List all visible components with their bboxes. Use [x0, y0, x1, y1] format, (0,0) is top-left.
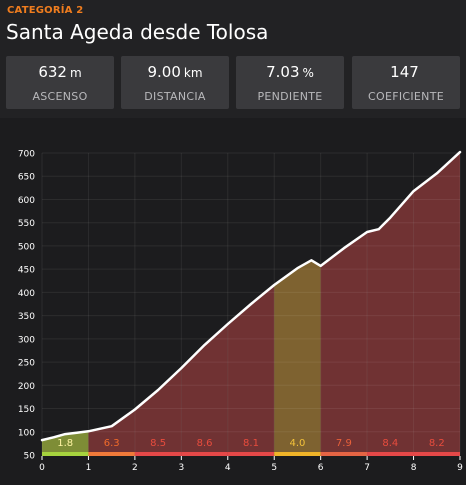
gradient-label: 8.2: [429, 438, 445, 449]
y-tick-label: 650: [18, 173, 35, 183]
y-tick-label: 250: [18, 359, 35, 369]
x-tick-label: 2: [132, 463, 138, 473]
stat-value: 9.00: [147, 63, 181, 81]
gradient-bar: [367, 452, 414, 456]
x-tick-label: 1: [86, 463, 92, 473]
segment-fill: [367, 191, 414, 455]
y-axis-ticks: 50 100 150 200 250 300 350 400 450 500 550 600 650 70…: [18, 150, 35, 462]
y-tick-label: 200: [18, 382, 35, 392]
elevation-profile-chart: 1.8 6.3 8.5 8.6 8.1 4.0 7.9 8.4 8.2 501001502002…: [18, 150, 463, 474]
segment-fill: [227, 285, 275, 455]
y-tick-label: 150: [18, 405, 35, 415]
gradient-bar: [320, 452, 368, 456]
x-axis-ticks: 0 1 2 3 4 5 6 7 8 9: [39, 456, 463, 473]
gradient-label: 4.0: [289, 438, 305, 449]
stats-row: 632 m ASCENSO 9.00 km DISTANCIA 7.03% PEND…: [6, 56, 460, 109]
gradient-bar: [274, 452, 321, 456]
climb-header: CATEGORÍA 2 Santa Ageda desde Tolosa 632…: [0, 0, 466, 118]
stat-value: 147: [390, 63, 419, 81]
segment-fill: [88, 409, 135, 455]
chart-grid: [41, 152, 461, 456]
stat-card-distance: 9.00 km DISTANCIA: [121, 56, 229, 109]
profile-line-group: [40, 150, 462, 442]
segment-fill: [134, 368, 182, 455]
x-tick-label: 5: [271, 463, 277, 473]
x-tick-label: 7: [364, 463, 370, 473]
y-tick-label: 500: [18, 242, 35, 252]
x-tick-label: 8: [411, 463, 417, 473]
y-tick-label: 550: [18, 219, 35, 229]
x-tick-label: 6: [318, 463, 324, 473]
segment-fill: [42, 431, 89, 455]
gradient-label: 8.4: [382, 438, 398, 449]
stat-value: 632: [38, 63, 67, 81]
gradient-bar: [413, 452, 460, 456]
stat-label: COEFICIENTE: [368, 90, 444, 103]
gradient-label: 8.5: [150, 438, 166, 449]
stat-card-coefficient: 147 COEFICIENTE: [352, 56, 460, 109]
gradient-label: 8.6: [197, 438, 213, 449]
stat-label: PENDIENTE: [257, 90, 323, 103]
stat-unit: km: [183, 66, 203, 80]
y-tick-label: 100: [18, 428, 35, 438]
stat-unit: %: [302, 66, 314, 80]
gradient-bar: [134, 452, 182, 456]
gradient-label: 6.3: [104, 438, 120, 449]
stat-label: ASCENSO: [32, 90, 88, 103]
gradient-bar: [181, 452, 228, 456]
y-tick-label: 700: [18, 150, 35, 160]
y-tick-label: 50: [24, 452, 36, 462]
y-tick-label: 450: [18, 266, 35, 276]
stat-card-ascent: 632 m ASCENSO: [6, 56, 114, 109]
profile-line: [40, 150, 462, 442]
y-tick-label: 400: [18, 289, 35, 299]
gradient-bar: [42, 452, 89, 456]
segment-fill: [413, 152, 460, 455]
category-label: CATEGORÍA 2: [7, 5, 84, 16]
gradient-bar: [227, 452, 275, 456]
x-tick-label: 4: [225, 463, 231, 473]
gradient-labels: 1.8 6.3 8.5 8.6 8.1 4.0 7.9 8.4 8.2: [57, 438, 444, 449]
x-tick-label: 3: [178, 463, 184, 473]
segment-fill: [274, 260, 321, 455]
stat-unit: m: [69, 66, 82, 80]
x-tick-label: 0: [39, 463, 45, 473]
y-tick-label: 350: [18, 312, 35, 322]
stat-value: 7.03: [266, 63, 300, 81]
stat-label: DISTANCIA: [144, 90, 206, 103]
segment-fills: [42, 152, 460, 455]
y-tick-label: 600: [18, 196, 35, 206]
climb-title: Santa Ageda desde Tolosa: [6, 20, 269, 44]
y-tick-label: 300: [18, 335, 35, 345]
segment-fill: [320, 232, 368, 455]
gradient-label: 7.9: [336, 438, 352, 449]
gradient-bar: [88, 452, 135, 456]
x-tick-label: 9: [457, 463, 463, 473]
gradient-bars: [42, 452, 460, 456]
gradient-label: 1.8: [57, 438, 73, 449]
stat-card-gradient: 7.03% PENDIENTE: [236, 56, 344, 109]
gradient-label: 8.1: [243, 438, 259, 449]
